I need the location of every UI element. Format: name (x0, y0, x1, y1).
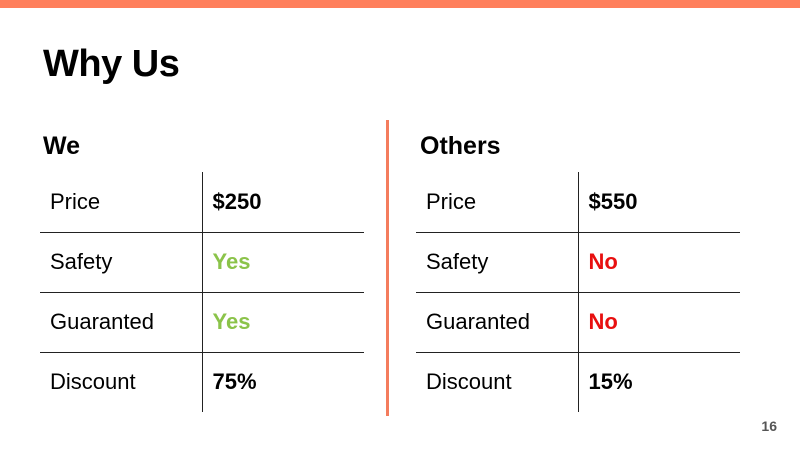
row-value: 15% (588, 369, 633, 395)
row-label: Guaranted (40, 292, 203, 353)
table-row: Guaranted No (416, 292, 740, 353)
we-column-title: We (43, 132, 81, 160)
slide-title: Why Us (43, 43, 180, 85)
table-row: Price $250 (40, 172, 364, 233)
column-divider (386, 120, 389, 416)
others-comparison-table: Price $550 Safety No Guaranted No Discou… (416, 172, 740, 412)
row-label: Price (416, 172, 579, 233)
table-row: Safety No (416, 232, 740, 293)
table-row: Discount 15% (416, 352, 740, 412)
row-value: Yes (202, 292, 364, 353)
row-label: Guaranted (416, 292, 579, 353)
row-label: Discount (416, 352, 579, 412)
row-label: Safety (40, 232, 203, 293)
row-value: No (578, 232, 740, 293)
row-value: No (578, 292, 740, 353)
table-row: Safety Yes (40, 232, 364, 293)
row-value: Yes (202, 232, 364, 293)
page-number: 16 (761, 418, 777, 434)
we-comparison-table: Price $250 Safety Yes Guaranted Yes Disc… (40, 172, 364, 412)
row-value: 75% (212, 369, 257, 395)
table-row: Price $550 (416, 172, 740, 233)
table-row: Guaranted Yes (40, 292, 364, 353)
top-accent-bar (0, 0, 800, 8)
row-value: $550 (578, 172, 740, 233)
row-value: $250 (202, 172, 364, 233)
row-label: Price (40, 172, 203, 233)
others-column-title: Others (420, 132, 501, 160)
row-label: Safety (416, 232, 579, 293)
row-label: Discount (40, 352, 203, 412)
table-row: Discount 75% (40, 352, 364, 412)
